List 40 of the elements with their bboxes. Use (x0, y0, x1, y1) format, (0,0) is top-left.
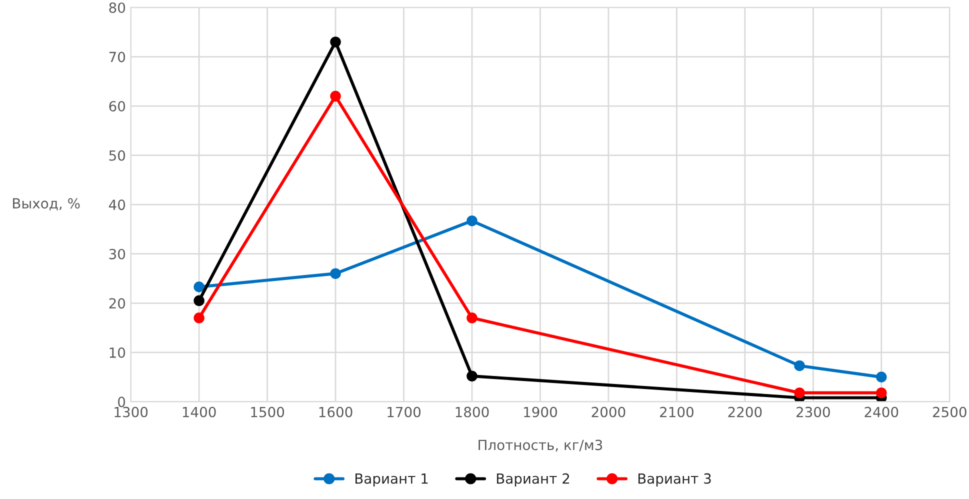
legend-label: Вариант 3 (638, 473, 711, 486)
x-axis-title: Плотность, кг/м3 (478, 440, 602, 452)
y-tick-label: 60 (109, 101, 126, 112)
y-axis-title: Выход, % (13, 198, 80, 210)
x-tick-label: 1500 (251, 406, 284, 418)
point (794, 360, 805, 372)
legend-label: Вариант 2 (496, 473, 570, 486)
y-tick-label: 0 (118, 396, 126, 408)
point (194, 312, 204, 324)
point (876, 387, 887, 398)
y-tick-label: 20 (109, 298, 126, 309)
point (876, 372, 887, 382)
y-tick-label: 10 (110, 347, 126, 358)
point (330, 90, 341, 102)
point (330, 36, 341, 48)
x-tick-label: 2000 (592, 406, 626, 418)
point (466, 370, 478, 382)
x-tick-label: 1700 (388, 406, 420, 418)
y-tick-label: 30 (109, 248, 126, 260)
x-tick-label: 2100 (660, 406, 694, 418)
x-tick-label: 2200 (728, 406, 762, 418)
point (330, 268, 341, 279)
y-tick-label: 70 (109, 52, 126, 62)
point (194, 295, 204, 306)
x-tick-label: 2300 (796, 406, 830, 418)
x-tick-label: 1800 (456, 406, 489, 418)
x-tick-label: 2400 (864, 406, 898, 418)
x-tick-label: 2500 (932, 406, 966, 418)
y-tick-label: 50 (109, 150, 126, 161)
point (466, 312, 478, 324)
point (194, 282, 204, 292)
point (794, 387, 805, 398)
x-tick-label: 1600 (319, 406, 352, 418)
x-tick-label: 1400 (182, 406, 216, 418)
y-tick-label: 40 (108, 200, 126, 210)
x-tick-label: 1900 (524, 406, 557, 418)
x-tick-label: 1300 (114, 406, 148, 418)
point (466, 215, 478, 226)
y-tick-label: 80 (109, 2, 126, 13)
legend-label: Вариант 1 (355, 473, 428, 486)
